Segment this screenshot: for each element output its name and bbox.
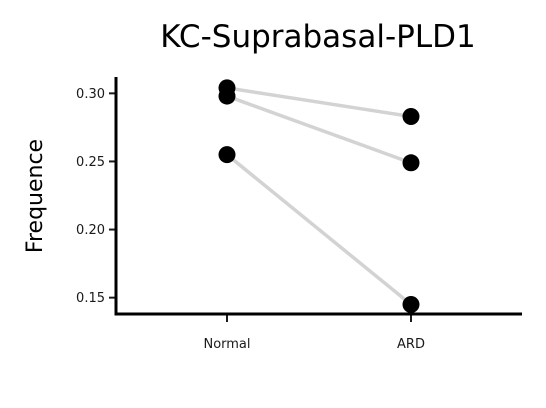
- data-point: [218, 146, 236, 164]
- series-line: [226, 94, 412, 165]
- y-axis-ticks: 0.15 0.20 0.25 0.30: [76, 87, 116, 306]
- series-points: [218, 79, 420, 313]
- series-lines: [225, 86, 413, 306]
- y-tick-label: 0.15: [76, 291, 105, 306]
- axes-lines: [114, 77, 522, 316]
- y-tick-label: 0.20: [76, 223, 105, 238]
- y-axis-label: Frequence: [23, 139, 48, 253]
- data-point: [402, 295, 420, 313]
- chart-title: KC-Suprabasal-PLD1: [160, 19, 475, 55]
- series-line: [226, 86, 412, 119]
- y-tick-label: 0.25: [76, 155, 105, 170]
- data-point: [218, 87, 236, 105]
- y-tick-label: 0.30: [76, 87, 105, 102]
- x-tick-label: ARD: [397, 337, 425, 352]
- data-point: [402, 108, 420, 125]
- data-point: [402, 154, 420, 172]
- series-line: [225, 153, 413, 306]
- x-tick-label: Normal: [203, 337, 250, 352]
